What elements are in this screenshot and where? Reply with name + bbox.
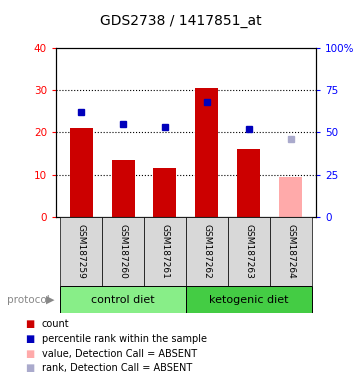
Bar xyxy=(144,217,186,286)
Bar xyxy=(186,286,312,313)
Text: ■: ■ xyxy=(25,349,35,359)
Text: ■: ■ xyxy=(25,363,35,373)
Text: GSM187260: GSM187260 xyxy=(118,224,127,279)
Bar xyxy=(228,217,270,286)
Bar xyxy=(195,88,218,217)
Text: percentile rank within the sample: percentile rank within the sample xyxy=(42,334,206,344)
Bar xyxy=(60,286,186,313)
Bar xyxy=(70,128,93,217)
Bar xyxy=(112,160,135,217)
Text: GSM187261: GSM187261 xyxy=(160,224,169,279)
Text: GSM187259: GSM187259 xyxy=(77,224,86,279)
Text: protocol: protocol xyxy=(7,295,50,305)
Text: ■: ■ xyxy=(25,319,35,329)
Text: control diet: control diet xyxy=(91,295,155,305)
Bar xyxy=(60,217,102,286)
Text: GSM187264: GSM187264 xyxy=(286,224,295,279)
Text: count: count xyxy=(42,319,69,329)
Bar xyxy=(153,169,177,217)
Text: GDS2738 / 1417851_at: GDS2738 / 1417851_at xyxy=(100,14,261,28)
Bar xyxy=(237,149,260,217)
Text: ▶: ▶ xyxy=(46,295,55,305)
Text: ■: ■ xyxy=(25,334,35,344)
Bar xyxy=(186,217,228,286)
Text: GSM187263: GSM187263 xyxy=(244,224,253,279)
Bar xyxy=(279,177,302,217)
Bar xyxy=(102,217,144,286)
Text: GSM187262: GSM187262 xyxy=(203,224,212,279)
Text: ketogenic diet: ketogenic diet xyxy=(209,295,288,305)
Text: value, Detection Call = ABSENT: value, Detection Call = ABSENT xyxy=(42,349,197,359)
Text: rank, Detection Call = ABSENT: rank, Detection Call = ABSENT xyxy=(42,363,192,373)
Bar xyxy=(270,217,312,286)
